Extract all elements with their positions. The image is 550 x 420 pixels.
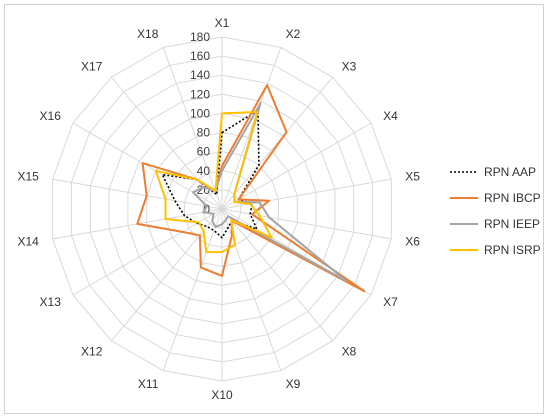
legend-label: RPN IBCP: [484, 191, 541, 205]
grid-spoke: [221, 208, 333, 342]
category-label: X15: [17, 170, 39, 184]
grid-spoke: [221, 47, 282, 210]
series-line: [136, 84, 366, 293]
series-line: [154, 111, 273, 254]
tick-label: 60: [197, 145, 211, 159]
category-label: X18: [137, 27, 159, 41]
grid-spoke: [72, 122, 223, 210]
tick-label: 0: [203, 202, 210, 216]
tick-label: 120: [190, 87, 210, 101]
category-label: X8: [342, 345, 357, 359]
category-label: X11: [138, 377, 159, 391]
legend-label: RPN ISRP: [484, 243, 541, 257]
legend: RPN AAP RPN IBCP RPN IEEP RPN ISRP: [450, 165, 541, 257]
category-label: X4: [383, 109, 398, 123]
category-label: X10: [211, 388, 233, 402]
category-label: X3: [342, 60, 357, 74]
tick-label: 180: [190, 30, 210, 44]
category-label: X16: [40, 109, 62, 123]
tick-label: 100: [190, 106, 210, 120]
category-label: X9: [286, 377, 301, 391]
category-label: X13: [40, 295, 62, 309]
grid-spoke: [52, 178, 223, 210]
tick-label: 40: [197, 164, 211, 178]
chart-area: [4, 4, 544, 414]
tick-label: 160: [190, 49, 210, 63]
grid-spoke: [221, 122, 372, 210]
category-label: X2: [286, 27, 301, 41]
series-lines: [136, 84, 366, 293]
grid-spoke: [162, 47, 223, 210]
radar-grid: [52, 36, 392, 382]
legend-label: RPN IEEP: [484, 217, 540, 231]
grid-spoke: [162, 208, 223, 371]
grid-spoke: [221, 76, 333, 210]
tick-label: 80: [197, 126, 211, 140]
category-label: X12: [81, 345, 103, 359]
category-labels: X1 X2 X3 X4 X5 X6 X7 X8 X9 X10 X11 X12 X13 X14 X15 X16 X…: [17, 16, 420, 402]
tick-label: 140: [190, 68, 210, 82]
category-label: X1: [215, 16, 230, 30]
category-label: X6: [405, 234, 420, 248]
legend-label: RPN AAP: [484, 165, 536, 179]
category-label: X14: [17, 234, 39, 248]
category-label: X7: [383, 295, 398, 309]
category-label: X5: [405, 170, 420, 184]
category-label: X17: [81, 60, 103, 74]
